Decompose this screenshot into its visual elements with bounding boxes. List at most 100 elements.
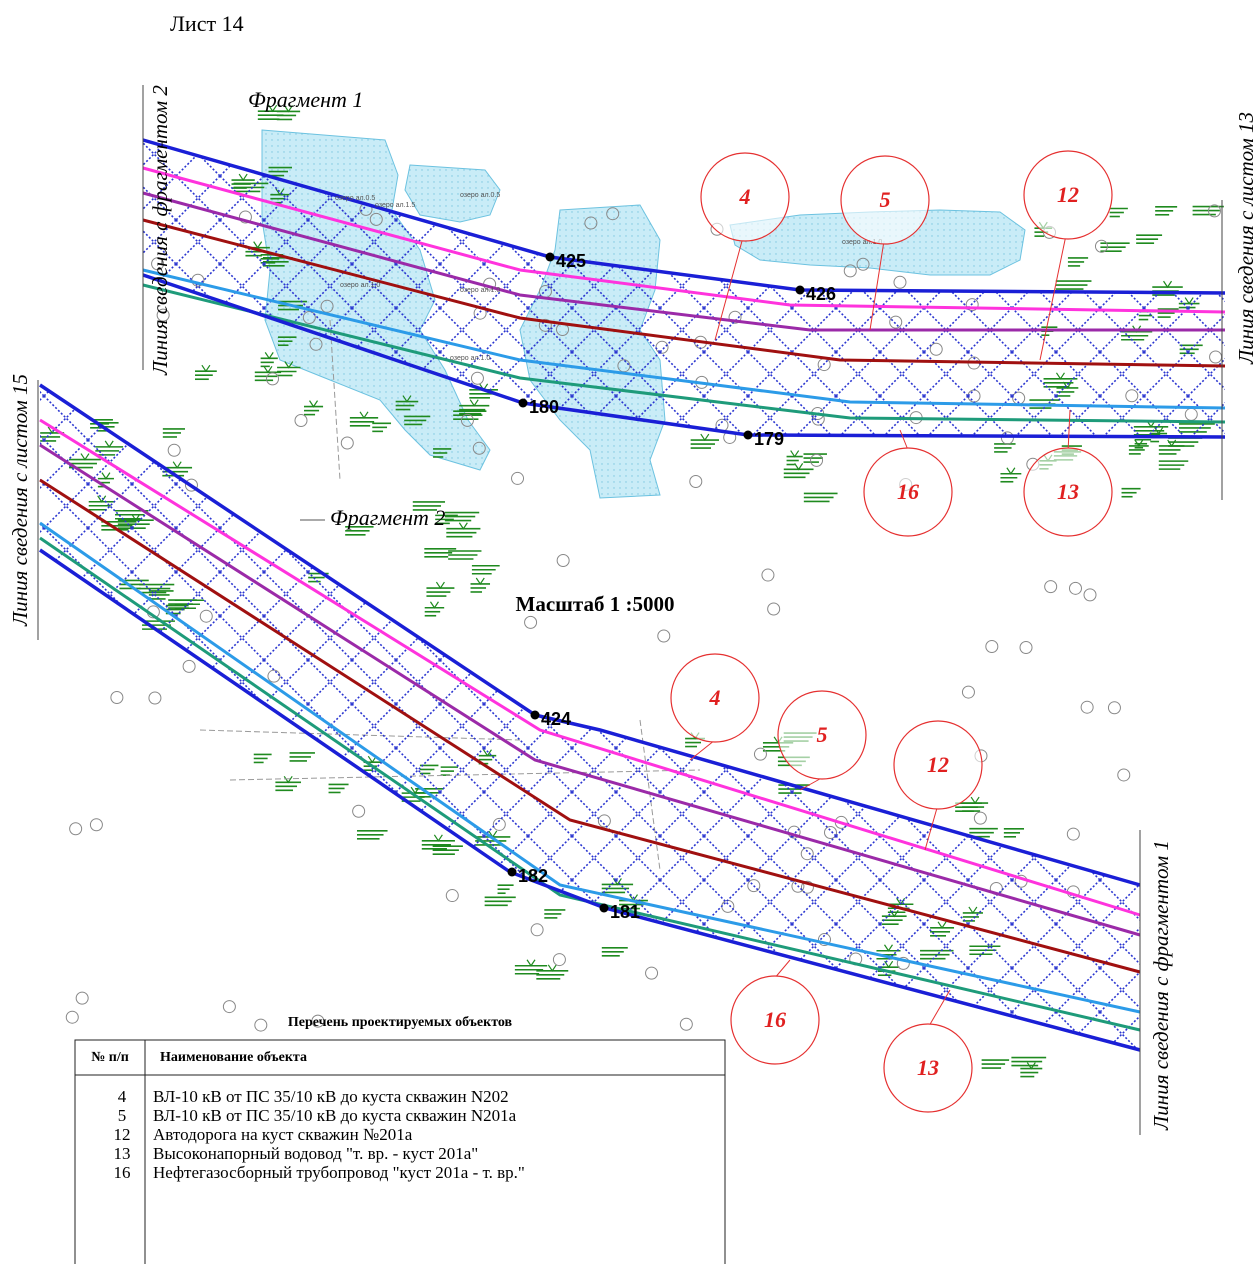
table-cell-name: Нефтегазосборный трубопровод "куст 201а … (153, 1163, 525, 1182)
utility-line (39, 536, 1141, 1032)
bush-symbol (1068, 581, 1082, 595)
table-cell-number: 12 (114, 1125, 131, 1144)
table-cell-number: 16 (114, 1163, 131, 1182)
callout-number: 13 (1057, 479, 1079, 504)
survey-point-label: 179 (754, 429, 784, 449)
corridors (39, 138, 1226, 1052)
callout-leader (689, 741, 713, 761)
utility-line (39, 418, 1141, 917)
lake-label: озеро ал.1.0 (340, 282, 380, 289)
bush-symbol (511, 471, 525, 485)
callout-number: 12 (1057, 182, 1079, 207)
grass-symbol (458, 522, 468, 530)
survey-point-label: 182 (518, 866, 548, 886)
grass-symbol (201, 364, 211, 373)
grass-symbol (309, 400, 319, 408)
survey-point (530, 710, 540, 720)
join-label: Линия сведения с листом 15 (8, 374, 32, 627)
utility-line (142, 283, 1226, 424)
utility-line (142, 268, 1226, 410)
fragment-title: Фрагмент 1 (248, 87, 363, 112)
table-cell-name: ВЛ-10 кВ от ПС 35/10 кВ до куста скважин… (153, 1087, 509, 1106)
utility-line (142, 191, 1225, 332)
callout-leader (929, 989, 951, 1025)
grass-symbol (402, 395, 412, 403)
survey-point-label: 181 (610, 902, 640, 922)
bush-symbol (1207, 204, 1221, 218)
callout-number: 5 (817, 722, 828, 747)
grass-symbol (1163, 280, 1173, 289)
bush-symbol (1066, 827, 1080, 841)
bush-symbol (1117, 768, 1131, 782)
table-cell-number: 5 (118, 1106, 127, 1125)
bush-symbol (1019, 641, 1033, 655)
bush-symbol (606, 207, 620, 221)
survey-point-label: 426 (806, 284, 836, 304)
table-cell-name: Высоконапорный водовод "т. вр. - куст 20… (153, 1144, 478, 1163)
bush-symbol (552, 953, 566, 967)
bush-symbol (222, 1000, 236, 1014)
bush-symbol (156, 308, 170, 322)
callout-circle (1023, 447, 1113, 537)
callout-leader (1067, 409, 1071, 449)
bush-symbol (266, 372, 280, 386)
callout-circle (863, 447, 953, 537)
bush-symbol (985, 639, 999, 653)
join-label: Линия сведения с листом 13 (1234, 112, 1258, 365)
bush-symbol (309, 337, 323, 351)
bush-symbol (254, 1018, 268, 1032)
survey-point (507, 867, 517, 877)
bush-symbol (679, 1017, 693, 1031)
table-header: Наименование объекта (160, 1050, 307, 1065)
utility-line (142, 218, 1226, 368)
table-cell-name: Автодорога на куст скважин №201а (153, 1125, 413, 1144)
grass-symbol (264, 352, 274, 360)
callout-leader (924, 808, 938, 851)
grass-symbol (700, 433, 710, 442)
lake-label: озеро ал.1.5 (375, 202, 415, 209)
bush-symbol (524, 615, 538, 629)
lake-label: озеро ал.0.5 (335, 195, 375, 202)
survey-point (518, 398, 528, 408)
objects-table (74, 1039, 726, 1264)
sheet-number: Лист 14 (170, 11, 244, 36)
grass-symbol (284, 361, 294, 369)
lake-label: озеро ал.1.0 (450, 355, 490, 362)
bush-symbol (148, 691, 162, 705)
table-cell-name: ВЛ-10 кВ от ПС 35/10 кВ до куста скважин… (153, 1106, 517, 1125)
grass-symbol (1167, 439, 1177, 447)
fragment-title: Фрагмент 2 (330, 505, 445, 530)
grass-symbol (433, 834, 443, 842)
callout-number: 16 (764, 1007, 786, 1032)
callout-number: 4 (739, 184, 751, 209)
bush-symbol (961, 685, 975, 699)
bush-symbol (340, 436, 354, 450)
bush-symbol (167, 443, 181, 457)
bush-symbol (294, 413, 308, 427)
bush-symbol (530, 923, 544, 937)
table-title: Перечень проектируемых объектов (288, 1015, 513, 1030)
bush-symbol (856, 257, 870, 271)
corridor-edge (142, 273, 1226, 439)
table-border (74, 1039, 726, 1264)
utility-line (142, 166, 1226, 314)
callout-circle (1023, 150, 1113, 240)
bush-symbol (1044, 580, 1058, 594)
bush-symbol (645, 966, 659, 980)
lake (404, 164, 501, 223)
grass-symbol (268, 104, 278, 113)
table-cell-number: 4 (118, 1087, 127, 1106)
bush-symbol (69, 822, 83, 836)
callout-circle (777, 690, 867, 780)
bush-symbol (65, 1010, 79, 1024)
scale: Масштаб 1 :5000 (516, 592, 675, 616)
bush-symbol (75, 991, 89, 1005)
grass-symbol (283, 105, 293, 113)
grass-symbol (1026, 1062, 1036, 1070)
bush-symbol (1083, 588, 1097, 602)
utility-line (39, 478, 1141, 974)
callout-leader (1039, 238, 1066, 361)
survey-point (545, 252, 555, 262)
callout-circle (840, 155, 930, 245)
